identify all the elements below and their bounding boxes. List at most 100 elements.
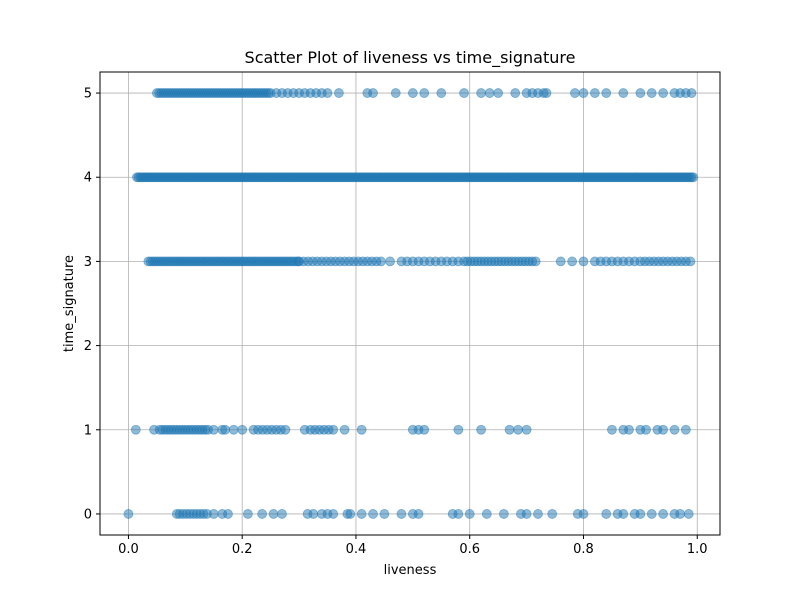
data-point bbox=[618, 509, 629, 519]
x-axis-ticks: 0.0 0.2 0.4 0.6 0.8 1.0 bbox=[118, 535, 708, 557]
data-point bbox=[533, 509, 543, 519]
data-point bbox=[635, 509, 646, 519]
data-point bbox=[220, 424, 231, 435]
data-point bbox=[257, 509, 268, 519]
data-point bbox=[521, 424, 532, 435]
data-point bbox=[669, 424, 680, 435]
data-point bbox=[686, 88, 697, 98]
data-point bbox=[453, 424, 464, 435]
data-point bbox=[646, 88, 657, 98]
data-point bbox=[498, 509, 509, 519]
data-point bbox=[419, 88, 430, 98]
x-tick-label: 0.4 bbox=[346, 542, 367, 557]
y-tick-label: 3 bbox=[84, 255, 92, 270]
data-point bbox=[356, 424, 367, 435]
data-point bbox=[376, 256, 386, 267]
data-point bbox=[459, 88, 469, 98]
y-axis-label: time_signature bbox=[62, 255, 77, 352]
data-point bbox=[368, 88, 378, 98]
data-point bbox=[675, 509, 686, 519]
data-point bbox=[658, 424, 669, 435]
data-point bbox=[685, 256, 696, 267]
x-tick-label: 0.8 bbox=[573, 542, 594, 557]
data-point bbox=[396, 509, 407, 519]
data-point bbox=[407, 88, 418, 98]
data-point bbox=[607, 424, 617, 435]
x-tick-label: 0.6 bbox=[459, 542, 480, 557]
data-point bbox=[680, 424, 691, 435]
data-point bbox=[476, 424, 487, 435]
y-tick-label: 5 bbox=[84, 87, 92, 102]
data-point bbox=[567, 256, 578, 267]
data-point bbox=[385, 256, 395, 267]
data-point bbox=[624, 424, 634, 435]
data-point bbox=[601, 88, 612, 98]
x-tick-label: 1.0 bbox=[687, 542, 708, 557]
data-point bbox=[513, 424, 523, 435]
data-point bbox=[228, 424, 239, 435]
data-point bbox=[299, 424, 310, 435]
data-point bbox=[130, 424, 141, 435]
data-point bbox=[328, 509, 339, 519]
data-point bbox=[339, 424, 350, 435]
x-tick-label: 0.0 bbox=[118, 542, 139, 557]
data-point bbox=[635, 88, 646, 98]
data-point bbox=[646, 509, 657, 519]
data-point bbox=[683, 509, 694, 519]
data-point bbox=[578, 509, 589, 519]
data-point bbox=[280, 424, 291, 435]
data-point bbox=[345, 509, 356, 519]
data-point bbox=[688, 172, 699, 183]
y-tick-label: 2 bbox=[84, 339, 92, 354]
y-tick-label: 4 bbox=[84, 171, 92, 186]
data-point bbox=[476, 88, 487, 98]
data-point bbox=[493, 88, 504, 98]
data-point bbox=[149, 424, 159, 435]
data-point bbox=[223, 509, 233, 519]
data-point bbox=[530, 256, 541, 267]
data-point bbox=[510, 88, 521, 98]
x-axis-label: liveness bbox=[384, 563, 437, 578]
y-tick-label: 0 bbox=[84, 507, 92, 522]
data-point bbox=[453, 256, 464, 267]
data-point bbox=[328, 424, 339, 435]
data-point bbox=[333, 88, 344, 98]
data-point bbox=[541, 88, 552, 98]
y-axis-ticks: 0 1 2 3 4 5 bbox=[84, 87, 100, 522]
data-point bbox=[237, 424, 248, 435]
data-point bbox=[464, 509, 475, 519]
data-point bbox=[555, 256, 566, 267]
data-point bbox=[268, 509, 279, 519]
data-point bbox=[242, 509, 253, 519]
data-point bbox=[484, 88, 495, 98]
data-point bbox=[171, 509, 182, 519]
data-point bbox=[578, 256, 589, 267]
data-point bbox=[504, 424, 515, 435]
data-point bbox=[658, 509, 669, 519]
data-point bbox=[356, 509, 367, 519]
data-point bbox=[601, 509, 612, 519]
data-point bbox=[453, 509, 464, 519]
data-point bbox=[368, 509, 378, 519]
data-point bbox=[322, 88, 333, 98]
chart-title: Scatter Plot of liveness vs time_signatu… bbox=[245, 48, 576, 68]
data-point bbox=[413, 509, 424, 519]
data-point bbox=[308, 509, 319, 519]
data-point bbox=[208, 509, 219, 519]
data-point bbox=[589, 88, 600, 98]
data-point bbox=[481, 509, 492, 519]
data-point bbox=[521, 509, 532, 519]
data-point bbox=[578, 88, 589, 98]
data-point bbox=[390, 88, 401, 98]
data-point bbox=[419, 424, 430, 435]
data-point bbox=[123, 509, 134, 519]
data-points bbox=[123, 88, 699, 519]
data-point bbox=[379, 509, 390, 519]
data-point bbox=[570, 88, 580, 98]
data-point bbox=[436, 88, 447, 98]
data-point bbox=[618, 88, 629, 98]
x-tick-label: 0.2 bbox=[232, 542, 253, 557]
data-point bbox=[277, 509, 287, 519]
